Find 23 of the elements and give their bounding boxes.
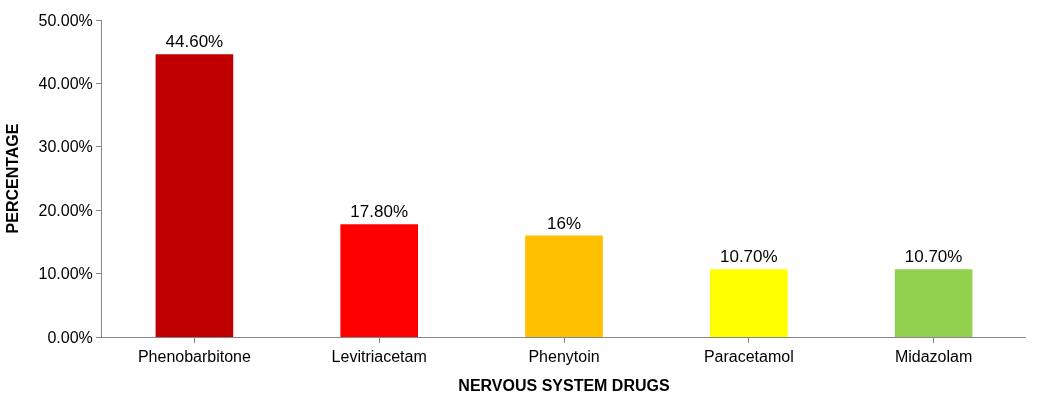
- y-axis-title: PERCENTAGE: [4, 123, 22, 234]
- x-axis-title: NERVOUS SYSTEM DRUGS: [458, 376, 670, 394]
- y-tick-label: 50.00%: [38, 11, 93, 29]
- y-tick-label: 20.00%: [38, 201, 93, 219]
- y-tick-label: 0.00%: [47, 328, 93, 346]
- y-tick-label: 10.00%: [38, 265, 93, 283]
- data-label: 44.60%: [165, 32, 224, 52]
- x-tick-label: Phenobarbitone: [137, 348, 251, 366]
- x-tick-label: Phenytoin: [528, 348, 600, 366]
- bar: [340, 224, 419, 337]
- x-tick-label: Paracetamol: [703, 348, 794, 366]
- x-tick-label: Levitriacetam: [331, 348, 427, 366]
- x-tick-label: Midazolam: [894, 348, 973, 366]
- y-tick-label: 40.00%: [38, 75, 93, 92]
- bar: [525, 235, 603, 337]
- bar: [155, 54, 234, 337]
- data-label: 16%: [546, 213, 582, 233]
- bar: [894, 269, 973, 337]
- data-label: 17.80%: [350, 202, 409, 222]
- bar: [709, 269, 788, 337]
- data-label: 10.70%: [719, 247, 778, 267]
- y-tick-label: 30.00%: [38, 138, 93, 156]
- data-label: 10.70%: [904, 247, 963, 267]
